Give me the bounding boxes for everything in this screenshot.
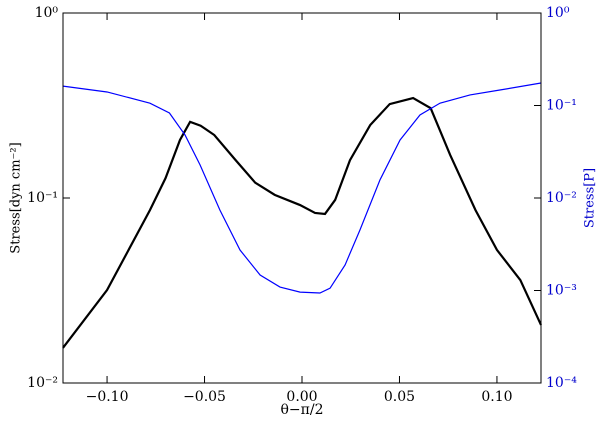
x-tick-label: 0.10 xyxy=(481,389,512,405)
x-axis-label: θ−π/2 xyxy=(281,402,324,418)
y2-axis-label: Stress[P] xyxy=(583,168,598,228)
y2-tick-label: 10⁰ xyxy=(546,5,570,21)
y2-tick-label: 10⁻⁴ xyxy=(546,375,577,391)
data-line xyxy=(62,96,542,349)
y-tick-label: 10⁻¹ xyxy=(27,190,58,206)
x-tick-label: 0.00 xyxy=(286,389,317,405)
x-tick-label: −0.10 xyxy=(86,389,129,405)
y2-tick-label: 10⁻³ xyxy=(546,283,577,299)
y-axis-label: Stress[dyn cm⁻²] xyxy=(9,142,24,253)
data-line xyxy=(62,82,542,294)
plot-frame xyxy=(62,12,542,384)
y2-tick-label: 10⁻¹ xyxy=(546,98,577,114)
x-tick-label: 0.05 xyxy=(384,389,415,405)
y-tick-label: 10⁻² xyxy=(27,375,58,391)
y-tick-label: 10⁰ xyxy=(35,5,59,21)
y2-tick-label: 10⁻² xyxy=(546,190,577,206)
x-tick-label: −0.05 xyxy=(183,389,226,405)
